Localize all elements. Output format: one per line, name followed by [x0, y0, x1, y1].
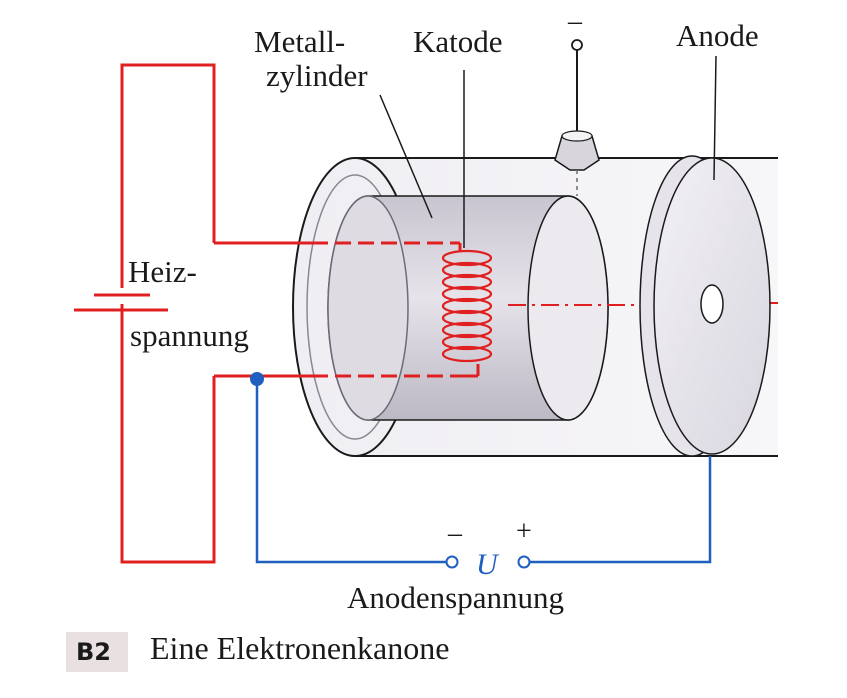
label-katode: Katode	[413, 24, 503, 59]
label-plus: +	[516, 516, 532, 547]
label-pointers	[379, 55, 717, 248]
label-minus-top: –	[567, 6, 583, 37]
label-minus: –	[447, 518, 463, 549]
label-metall: Metall-	[254, 24, 345, 59]
plus-terminal	[517, 555, 531, 569]
cathode-coil	[441, 249, 493, 363]
caption-text: Eine Elektronenkanone	[150, 630, 450, 666]
label-heiz: Heiz-	[128, 254, 197, 289]
minus-terminal	[445, 555, 459, 569]
label-anodenspannung: Anodenspannung	[347, 580, 564, 615]
caption-badge-label: B2	[76, 638, 111, 666]
caption-badge: B2	[66, 632, 128, 672]
anode-disk	[639, 155, 771, 457]
top-electrode	[554, 39, 600, 196]
metal-cylinder	[327, 195, 609, 421]
label-voltage-u: U	[476, 548, 500, 581]
battery-symbol	[74, 288, 168, 312]
label-spannung: spannung	[130, 318, 249, 353]
label-zylinder: zylinder	[266, 58, 368, 93]
junction-node	[250, 372, 264, 386]
label-anode: Anode	[676, 18, 759, 53]
anode-circuit-wire	[255, 380, 712, 564]
